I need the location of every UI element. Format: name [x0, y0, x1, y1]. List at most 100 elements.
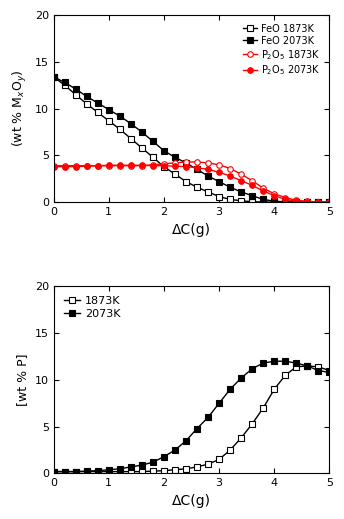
FeO 1873K [184, 179, 188, 185]
P$_2$O$_5$ 1873K [52, 162, 56, 169]
2073K [206, 414, 210, 420]
P$_2$O$_5$ 2073K [96, 162, 100, 169]
FeO 1873K [327, 199, 332, 206]
FeO 1873K [250, 199, 254, 205]
2073K [228, 386, 232, 392]
FeO 2073K [206, 173, 210, 179]
1873K [140, 469, 144, 475]
P$_2$O$_5$ 1873K [195, 159, 199, 165]
FeO 1873K [107, 118, 111, 124]
P$_2$O$_5$ 1873K [74, 162, 78, 169]
1873K [272, 386, 276, 392]
2073K [173, 447, 177, 453]
P$_2$O$_5$ 1873K [63, 162, 67, 169]
FeO 2073K [107, 106, 111, 113]
P$_2$O$_5$ 1873K [173, 160, 177, 166]
Line: P$_2$O$_5$ 1873K: P$_2$O$_5$ 1873K [51, 159, 332, 205]
P$_2$O$_5$ 2073K [63, 163, 67, 170]
FeO 2073K [184, 160, 188, 166]
FeO 2073K [327, 199, 332, 206]
FeO 2073K [52, 74, 56, 80]
1873K [162, 468, 166, 474]
FeO 2073K [85, 93, 89, 100]
FeO 2073K [239, 189, 243, 195]
FeO 1873K [129, 135, 133, 142]
P$_2$O$_5$ 1873K [184, 159, 188, 165]
1873K [206, 461, 210, 467]
P$_2$O$_5$ 2073K [206, 167, 210, 173]
FeO 2073K [217, 179, 221, 185]
1873K [228, 447, 232, 453]
FeO 1873K [63, 82, 67, 88]
FeO 2073K [261, 196, 265, 202]
1873K [305, 363, 309, 369]
FeO 1873K [261, 199, 265, 205]
FeO 1873K [283, 199, 287, 206]
2073K [96, 468, 100, 474]
1873K [52, 469, 56, 475]
FeO 2073K [294, 199, 298, 205]
2073K [85, 468, 89, 474]
FeO 2073K [140, 129, 144, 135]
Line: FeO 1873K: FeO 1873K [51, 74, 332, 205]
2073K [316, 367, 320, 374]
Y-axis label: [wt % P]: [wt % P] [16, 353, 29, 406]
1873K [195, 464, 199, 470]
P$_2$O$_5$ 1873K [316, 199, 320, 205]
P$_2$O$_5$ 1873K [140, 162, 144, 169]
P$_2$O$_5$ 1873K [294, 197, 298, 203]
P$_2$O$_5$ 1873K [206, 160, 210, 166]
1873K [118, 469, 122, 475]
FeO 1873K [118, 126, 122, 132]
P$_2$O$_5$ 2073K [261, 188, 265, 194]
P$_2$O$_5$ 1873K [85, 162, 89, 169]
1873K [74, 469, 78, 475]
P$_2$O$_5$ 2073K [85, 163, 89, 169]
1873K [250, 421, 254, 427]
FeO 2073K [74, 86, 78, 92]
FeO 1873K [151, 154, 155, 160]
P$_2$O$_5$ 2073K [272, 193, 276, 199]
P$_2$O$_5$ 2073K [239, 177, 243, 184]
P$_2$O$_5$ 2073K [151, 162, 155, 169]
1873K [151, 468, 155, 474]
FeO 1873K [96, 110, 100, 116]
P$_2$O$_5$ 2073K [129, 162, 133, 168]
P$_2$O$_5$ 1873K [327, 199, 332, 206]
P$_2$O$_5$ 2073K [283, 196, 287, 202]
FeO 1873K [85, 101, 89, 107]
FeO 2073K [250, 193, 254, 199]
P$_2$O$_5$ 2073K [294, 198, 298, 204]
Line: 2073K: 2073K [51, 359, 332, 474]
P$_2$O$_5$ 2073K [162, 162, 166, 169]
1873K [96, 469, 100, 475]
P$_2$O$_5$ 2073K [228, 173, 232, 179]
FeO 1873K [162, 163, 166, 170]
P$_2$O$_5$ 1873K [283, 195, 287, 201]
2073K [327, 370, 332, 376]
P$_2$O$_5$ 1873K [272, 190, 276, 197]
Legend: FeO 1873K, FeO 2073K, P$_2$O$_5$ 1873K, P$_2$O$_5$ 2073K: FeO 1873K, FeO 2073K, P$_2$O$_5$ 1873K, … [239, 20, 324, 81]
2073K [52, 469, 56, 475]
1873K [184, 466, 188, 472]
2073K [217, 400, 221, 406]
P$_2$O$_5$ 1873K [129, 162, 133, 169]
1873K [129, 469, 133, 475]
FeO 1873K [140, 145, 144, 151]
1873K [85, 469, 89, 475]
2073K [239, 375, 243, 381]
P$_2$O$_5$ 1873K [96, 162, 100, 169]
2073K [283, 358, 287, 364]
FeO 1873K [316, 199, 320, 206]
2073K [63, 469, 67, 475]
FeO 1873K [217, 194, 221, 200]
FeO 1873K [206, 189, 210, 195]
2073K [74, 469, 78, 475]
FeO 1873K [272, 199, 276, 205]
FeO 2073K [129, 120, 133, 127]
Y-axis label: (wt % M$_x$O$_y$): (wt % M$_x$O$_y$) [11, 70, 29, 147]
2073K [195, 426, 199, 432]
P$_2$O$_5$ 2073K [140, 162, 144, 168]
FeO 2073K [272, 198, 276, 204]
P$_2$O$_5$ 1873K [107, 162, 111, 169]
